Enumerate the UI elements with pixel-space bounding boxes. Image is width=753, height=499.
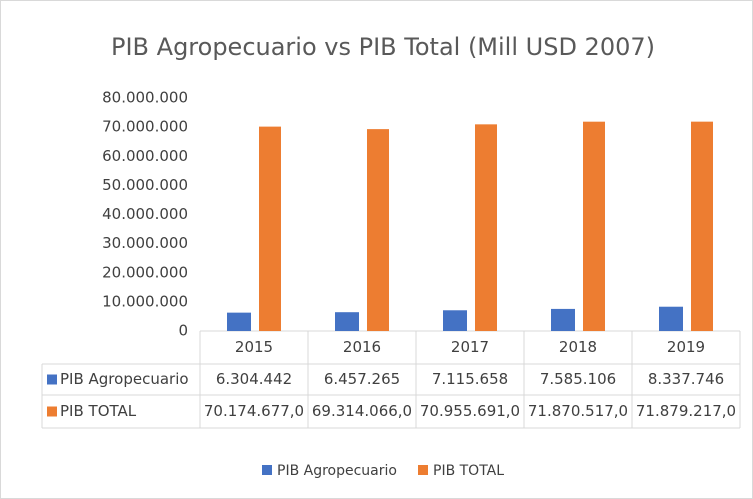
y-tick-label: 30.000.000 [102, 234, 188, 252]
bar [659, 306, 683, 331]
table-value: 70.174.677,0 [204, 402, 304, 420]
x-tick-label: 2019 [667, 338, 705, 356]
legend-key [262, 465, 272, 475]
table-value: 69.314.066,0 [312, 402, 412, 420]
bar [259, 126, 281, 331]
y-tick-label: 60.000.000 [102, 147, 188, 165]
y-tick-label: 40.000.000 [102, 205, 188, 223]
chart-title: PIB Agropecuario vs PIB Total (Mill USD … [111, 33, 655, 61]
y-tick-label: 20.000.000 [102, 263, 188, 281]
table-value: 6.457.265 [324, 370, 400, 388]
table-value: 7.115.658 [432, 370, 508, 388]
table-value: 8.337.746 [648, 370, 724, 388]
legend-label: PIB Agropecuario [277, 463, 397, 479]
bar [551, 308, 575, 331]
legend-key [418, 465, 428, 475]
y-tick-label: 80.000.000 [102, 89, 188, 107]
x-tick-label: 2018 [559, 338, 597, 356]
table-value: 6.304.442 [216, 370, 292, 388]
table-value: 70.955.691,0 [420, 402, 520, 420]
bar [367, 129, 389, 331]
x-tick-label: 2015 [235, 338, 273, 356]
legend-label: PIB TOTAL [433, 463, 504, 479]
table-legend-key [47, 406, 57, 417]
y-tick-label: 0 [178, 322, 188, 340]
table-series-name: PIB TOTAL [60, 402, 137, 420]
table-value: 7.585.106 [540, 370, 616, 388]
bar [443, 310, 467, 331]
x-tick-label: 2017 [451, 338, 489, 356]
table-value: 71.870.517,0 [528, 402, 628, 420]
table-series-name: PIB Agropecuario [60, 370, 189, 388]
bar [227, 312, 251, 331]
y-tick-label: 70.000.000 [102, 118, 188, 136]
bar [691, 121, 713, 331]
bar [583, 121, 605, 331]
bar [335, 312, 359, 331]
y-tick-label: 10.000.000 [102, 292, 188, 310]
table-legend-key [47, 374, 57, 385]
bar [475, 124, 497, 331]
table-value: 71.879.217,0 [636, 402, 736, 420]
x-tick-label: 2016 [343, 338, 381, 356]
y-tick-label: 50.000.000 [102, 176, 188, 194]
